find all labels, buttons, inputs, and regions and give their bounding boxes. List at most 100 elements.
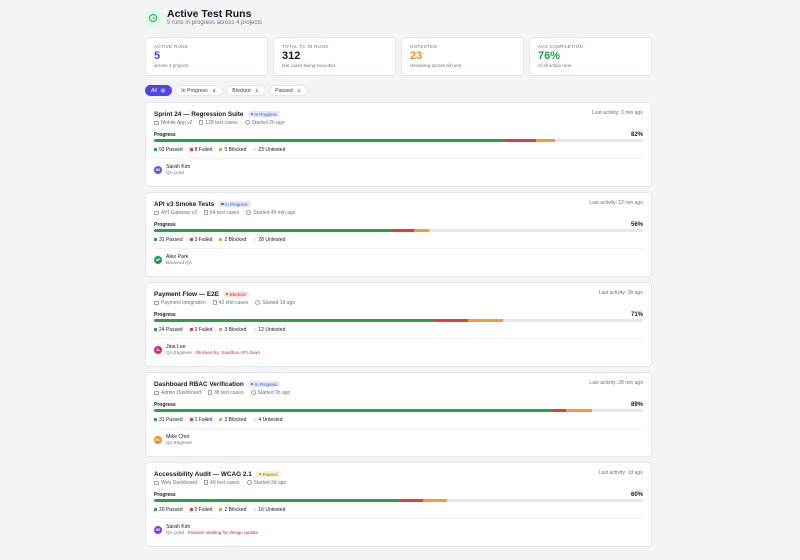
clock-icon [255, 300, 261, 305]
passed-count: 31 Passed [159, 416, 183, 423]
run-card[interactable]: Accessibility Audit — WCAG 2.1 Paused La… [145, 462, 652, 547]
run-project: Payment Integration [161, 299, 206, 306]
clock-icon [250, 390, 256, 395]
passed-square [154, 238, 157, 241]
untested-square [253, 328, 257, 331]
assignee-role-line: QA Engineer [166, 440, 192, 445]
failed-square [189, 418, 193, 421]
result-legend: 92 Passed 8 Failed 5 Blocked 23 Untested [154, 146, 643, 153]
untested-square [253, 508, 257, 511]
avatar: AP [154, 255, 162, 264]
blocked-square [219, 238, 223, 241]
document-icon [212, 300, 217, 305]
filter-count: 5 [159, 88, 167, 93]
filter-all[interactable]: All 5 [145, 85, 173, 96]
passed-segment [154, 319, 434, 322]
stat-value: 5 [154, 50, 161, 62]
status-label: Blocked [229, 291, 246, 297]
blocked-segment [413, 229, 430, 232]
blocked-count: 2 Blocked [224, 506, 247, 513]
status-dot [250, 112, 253, 116]
progress-label: Progress [154, 402, 176, 408]
run-card[interactable]: Dashboard RBAC Verification In Progress … [145, 372, 652, 457]
document-icon [203, 210, 208, 215]
run-card[interactable]: Payment Flow — E2E Blocked Last activity… [145, 282, 652, 367]
run-card[interactable]: API v3 Smoke Tests In Progress Last acti… [145, 192, 652, 277]
stat-label: TOTAL TC IN RUNS [282, 44, 329, 49]
clock-icon [244, 120, 250, 125]
stat-note: remaining across all runs [410, 63, 462, 68]
folder-icon [154, 300, 159, 305]
run-started: Started 1d ago [262, 299, 296, 306]
run-title[interactable]: Payment Flow — E2E [154, 290, 219, 298]
run-title[interactable]: Accessibility Audit — WCAG 2.1 [154, 470, 252, 478]
filter-paused[interactable]: Paused 1 [269, 85, 309, 96]
failed-count: 2 Failed [194, 506, 213, 513]
last-activity: Last activity: 28 min ago [589, 380, 643, 386]
untested-square [253, 238, 257, 241]
blocked-square [219, 418, 223, 421]
stat-value: 23 [410, 50, 423, 62]
untested-count: 28 Untested [258, 236, 286, 243]
run-card-header: Accessibility Audit — WCAG 2.1 Paused [154, 470, 643, 478]
untested-count: 12 Untested [258, 326, 286, 333]
untested-count: 16 Untested [258, 506, 286, 513]
run-card[interactable]: Sprint 24 — Regression Suite In Progress… [145, 102, 652, 187]
result-legend: 31 Passed 3 Failed 2 Blocked 28 Untested [154, 236, 643, 243]
stat-note: of all active runs [538, 63, 572, 68]
status-badge: In Progress [218, 201, 251, 207]
result-legend: 31 Passed 1 Failed 2 Blocked 4 Untested [154, 416, 643, 423]
assignee-name: Mike Choi [166, 434, 190, 440]
run-title[interactable]: Dashboard RBAC Verification [154, 380, 244, 388]
avatar: MC [154, 435, 162, 444]
progress-percent: 82% [630, 132, 643, 138]
page-title: Active Test Runs [167, 8, 252, 20]
failed-square [189, 328, 193, 331]
run-note: Paused: Waiting for design update [187, 530, 259, 535]
passed-square [154, 328, 157, 331]
assignee: SK Sarah Kim QA Lead · Paused: Waiting f… [154, 524, 643, 535]
run-note: Blocked by: Sandbox API down [196, 350, 260, 355]
assignee-name: Sarah Kim [166, 524, 191, 530]
run-meta: API Gateway v3 64 test cases Started 45 … [154, 209, 643, 216]
avatar: JL [154, 345, 162, 354]
progress-bar [154, 139, 643, 142]
run-case-count: 42 test cases [218, 299, 249, 306]
progress-bar [154, 319, 643, 322]
status-badge: In Progress [247, 111, 280, 117]
progress-label: Progress [154, 132, 176, 138]
folder-icon [154, 390, 159, 395]
passed-count: 20 Passed [159, 506, 183, 513]
assignee-role-line: QA Lead [166, 170, 190, 175]
page-header: Active Test Runs 5 runs in progress acro… [145, 9, 652, 27]
failed-segment [390, 229, 414, 232]
run-title[interactable]: Sprint 24 — Regression Suite [154, 110, 244, 118]
run-card-header: Dashboard RBAC Verification In Progress [154, 380, 643, 388]
run-project: Mobile App v2 [161, 119, 193, 126]
run-project: API Gateway v3 [161, 209, 197, 216]
progress-label: Progress [154, 312, 176, 318]
run-meta: Admin Dashboard 38 test cases Started 3h… [154, 389, 643, 396]
failed-square [189, 508, 193, 511]
progress-label: Progress [154, 492, 176, 498]
blocked-square [219, 148, 223, 151]
last-activity: Last activity: 12 min ago [589, 200, 643, 206]
assignee: AP Alex Park Backend QA [154, 254, 643, 265]
note-separator: · [192, 350, 197, 355]
failed-count: 8 Failed [194, 146, 213, 153]
assignee: MC Mike Choi QA Engineer [154, 434, 643, 445]
progress-percent: 60% [630, 492, 643, 498]
blocked-square [219, 328, 223, 331]
filter-blocked[interactable]: Blocked 1 [226, 85, 267, 96]
passed-segment [154, 229, 391, 232]
status-label: In Progress [254, 381, 278, 387]
filter-in-progress[interactable]: In Progress 3 [175, 85, 224, 96]
stat-total-tc: TOTAL TC IN RUNS 312 test cases being ex… [273, 37, 396, 76]
progress-percent: 89% [630, 402, 643, 408]
run-card-header: Payment Flow — E2E Blocked [154, 290, 643, 298]
run-title[interactable]: API v3 Smoke Tests [154, 200, 215, 208]
stat-value: 76% [538, 50, 561, 62]
blocked-square [219, 508, 223, 511]
folder-icon [154, 210, 159, 215]
status-badge: Blocked [223, 291, 249, 297]
